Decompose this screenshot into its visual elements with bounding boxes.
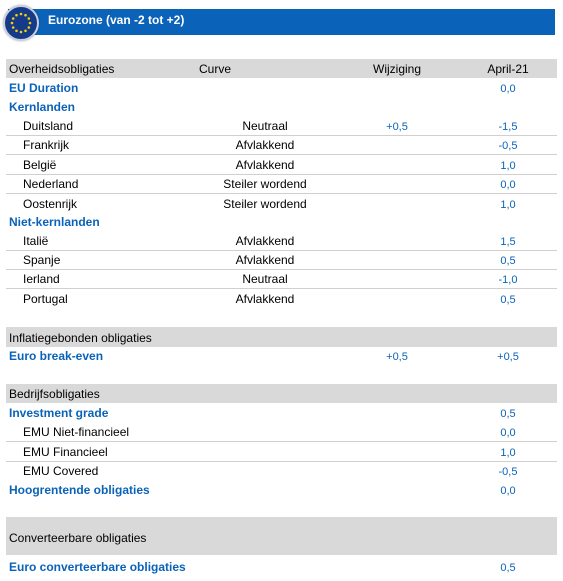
country-name: Spanje bbox=[23, 253, 61, 267]
country-name: Oostenrijk bbox=[23, 197, 78, 211]
april-value: 1,0 bbox=[500, 447, 516, 459]
high-yield-label: Hoogrentende obligaties bbox=[9, 483, 150, 497]
april-value: 1,0 bbox=[500, 160, 516, 172]
country-name: België bbox=[23, 158, 57, 172]
curve-value: Steiler wordend bbox=[223, 197, 307, 211]
curve-value: Afvlakkend bbox=[235, 292, 295, 306]
section-title-convertible: Converteerbare obligaties bbox=[9, 531, 147, 545]
section-band-convertible bbox=[6, 517, 557, 555]
row-divider bbox=[6, 154, 557, 155]
eu-duration-value: 0,0 bbox=[500, 83, 516, 95]
section-band-inflation bbox=[6, 327, 557, 347]
curve-value: Afvlakkend bbox=[235, 253, 295, 267]
country-name: Nederland bbox=[23, 177, 79, 191]
euro-break-even-label: Euro break-even bbox=[9, 349, 104, 363]
row-divider bbox=[6, 135, 557, 136]
euro-convertible-label: Euro converteerbare obligaties bbox=[9, 560, 186, 574]
curve-value: Steiler wordend bbox=[223, 177, 307, 191]
column-header-april: April-21 bbox=[487, 62, 529, 76]
country-name: Ierland bbox=[23, 272, 60, 286]
corporate-item-name: EMU Niet-financieel bbox=[23, 425, 130, 439]
column-header-curve: Curve bbox=[198, 62, 232, 76]
row-divider bbox=[6, 269, 557, 270]
april-value: 0,5 bbox=[500, 294, 516, 306]
country-name: Frankrijk bbox=[23, 138, 70, 152]
april-value: 0,5 bbox=[500, 408, 516, 420]
curve-value: Neutraal bbox=[242, 119, 288, 133]
column-header-bonds: Overheidsobligaties bbox=[9, 62, 115, 76]
country-name: Italië bbox=[23, 234, 49, 248]
curve-value: Neutraal bbox=[242, 272, 288, 286]
april-value: 0,5 bbox=[500, 562, 516, 574]
april-value: 1,0 bbox=[500, 199, 516, 211]
row-divider bbox=[6, 250, 557, 251]
row-divider bbox=[6, 193, 557, 194]
april-value: 1,5 bbox=[500, 236, 516, 248]
april-value: +0,5 bbox=[497, 351, 519, 363]
april-value: 0,0 bbox=[500, 485, 516, 497]
corporate-item-name: EMU Financieel bbox=[23, 445, 108, 459]
country-name: Portugal bbox=[23, 292, 68, 306]
row-divider bbox=[6, 441, 557, 442]
column-header-band bbox=[6, 59, 557, 78]
april-value: -1,0 bbox=[498, 274, 518, 286]
noncore-countries-title: Niet-kernlanden bbox=[9, 215, 100, 229]
column-header-change: Wijziging bbox=[372, 62, 422, 76]
curve-value: Afvlakkend bbox=[235, 158, 295, 172]
row-divider bbox=[6, 174, 557, 175]
april-value: -0,5 bbox=[498, 466, 518, 478]
core-countries-title: Kernlanden bbox=[9, 100, 76, 114]
row-divider bbox=[6, 288, 557, 289]
corporate-item-name: EMU Covered bbox=[23, 464, 99, 478]
april-value: -0,5 bbox=[498, 140, 518, 152]
header-bar bbox=[8, 9, 555, 35]
section-band-corporate bbox=[6, 384, 557, 403]
april-value: -1,5 bbox=[498, 121, 518, 133]
curve-value: Afvlakkend bbox=[235, 234, 295, 248]
eu-flag-icon bbox=[3, 5, 39, 41]
country-name: Duitsland bbox=[23, 119, 74, 133]
investment-grade-label: Investment grade bbox=[9, 406, 109, 420]
change-value: +0,5 bbox=[386, 121, 408, 133]
page-title: Eurozone (van -2 tot +2) bbox=[48, 13, 185, 27]
row-divider bbox=[6, 461, 557, 462]
april-value: 0,5 bbox=[500, 255, 516, 267]
eu-duration-label: EU Duration bbox=[9, 81, 79, 95]
section-title-inflation: Inflatiegebonden obligaties bbox=[9, 331, 152, 345]
change-value: +0,5 bbox=[386, 351, 408, 363]
april-value: 0,0 bbox=[500, 427, 516, 439]
curve-value: Afvlakkend bbox=[235, 138, 295, 152]
april-value: 0,0 bbox=[500, 179, 516, 191]
section-title-corporate: Bedrijfsobligaties bbox=[9, 387, 100, 401]
